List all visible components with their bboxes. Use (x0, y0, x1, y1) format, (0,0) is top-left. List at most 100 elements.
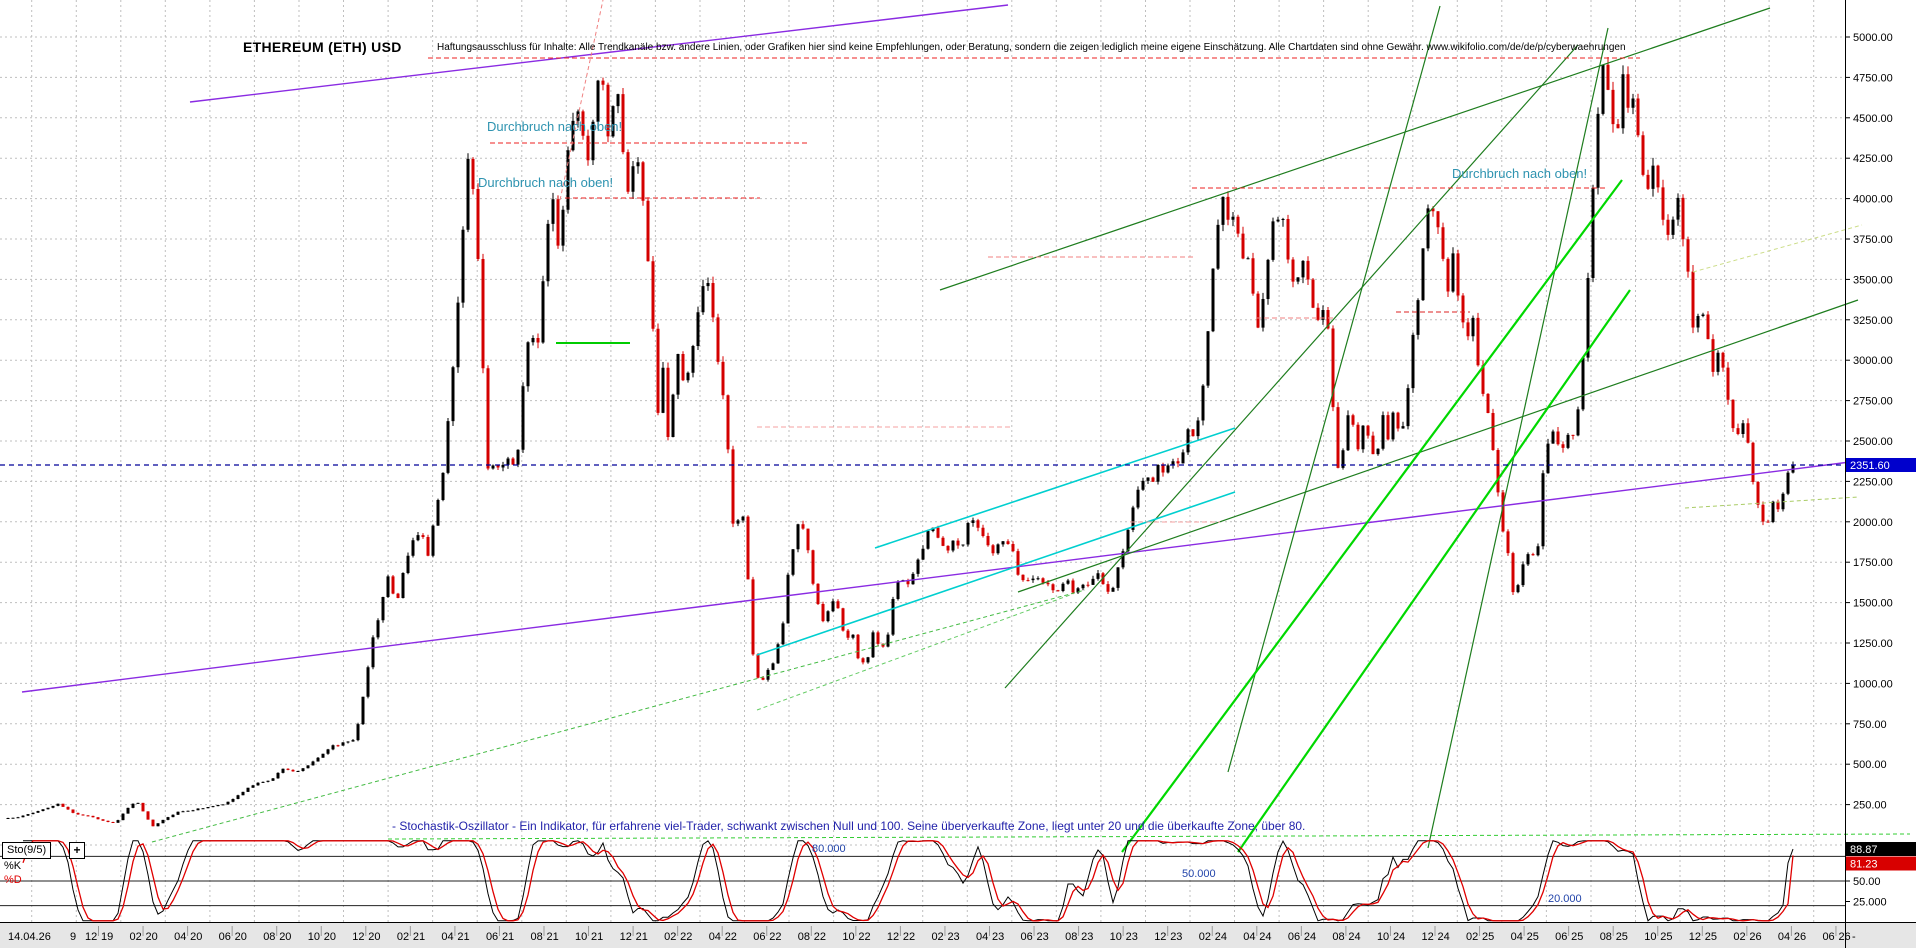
x-axis-year-label: 22 (680, 931, 692, 943)
y-axis-label: 4750.00 (1853, 72, 1893, 84)
y-axis-label: 1750.00 (1853, 557, 1893, 569)
x-axis-month-label: 06 (1555, 931, 1567, 943)
y-axis-label: 1250.00 (1853, 638, 1893, 650)
x-axis-month-label: 02 (1733, 931, 1745, 943)
x-axis-month-label: 10 (1644, 931, 1656, 943)
y-axis-label: 4250.00 (1853, 153, 1893, 165)
x-axis-year-label: 21 (502, 931, 514, 943)
x-axis-year-label: 25 (1705, 931, 1717, 943)
x-axis-month-label: 04 (441, 931, 453, 943)
trend-line-7 (1121, 179, 1623, 853)
y-axis-label: 5000.00 (1853, 32, 1893, 44)
x-axis-year-label: 24 (1438, 931, 1450, 943)
x-axis-month-label: 10 (575, 931, 587, 943)
x-axis-month-label: 04 (1243, 931, 1255, 943)
x-axis-year-label: 24 (1348, 931, 1360, 943)
x-axis-month-label: 08 (531, 931, 543, 943)
trend-line-2 (939, 7, 1771, 291)
x-axis-year-label: 24 (1259, 931, 1271, 943)
trend-line-4 (1017, 299, 1859, 593)
x-axis-month-label: 10 (1110, 931, 1122, 943)
x-axis-year-label: 23 (1081, 931, 1093, 943)
y-axis-label: 250.00 (1853, 800, 1887, 812)
trend-line-13 (756, 594, 1071, 711)
x-axis-month-label: 12 (1422, 931, 1434, 943)
grid-lines (0, 0, 1845, 922)
x-axis-label: 9 (70, 931, 76, 943)
x-axis-month-label: 02 (931, 931, 943, 943)
x-axis-year-label: 24 (1215, 931, 1227, 943)
x-axis-month-label: 12 (620, 931, 632, 943)
x-axis-year-label: 22 (903, 931, 915, 943)
x-axis-year-label: 23 (1037, 931, 1049, 943)
breakout-annotation-1: Durchbruch nach oben! (487, 119, 623, 134)
y-axis-label: 2500.00 (1853, 436, 1893, 448)
y-axis-label: 4500.00 (1853, 113, 1893, 125)
x-axis-year-label: 20 (190, 931, 202, 943)
x-axis-year-label: 23 (1170, 931, 1182, 943)
x-axis-month-label: 06 (219, 931, 231, 943)
x-axis-year-label: 20 (235, 931, 247, 943)
x-axis-year-label: 22 (814, 931, 826, 943)
x-axis-month-label: 12 (1154, 931, 1166, 943)
y-axis-label: 1000.00 (1853, 678, 1893, 690)
x-axis-month-label: 02 (664, 931, 676, 943)
current-price-tag: 2351.60 (1850, 460, 1890, 472)
x-axis-month-label: 12 (887, 931, 899, 943)
current-price-tag-bg (1846, 458, 1916, 472)
trend-line-10 (874, 427, 1236, 549)
x-axis-month-label: 06 (486, 931, 498, 943)
y-axis-label: 3750.00 (1853, 234, 1893, 246)
x-axis-month-label: 06 (1822, 931, 1834, 943)
x-axis-month-label: 12 (352, 931, 364, 943)
stoch-d-value-tag: 81.23 (1850, 859, 1878, 871)
y-axis-label: 3250.00 (1853, 315, 1893, 327)
trend-line-16 (387, 833, 1911, 840)
stoch-level-label: 20.000 (1548, 893, 1582, 905)
x-axis-year-label: 23 (992, 931, 1004, 943)
x-axis-band (0, 923, 1916, 948)
trend-line-8 (1237, 289, 1631, 853)
stoch-k-value-tag-bg (1846, 842, 1916, 856)
y-axis-label: 3500.00 (1853, 274, 1893, 286)
x-axis-year-label: 20 (146, 931, 158, 943)
chart-title: ETHEREUM (ETH) USD (243, 39, 402, 55)
x-axis-year-label: 19 (101, 931, 113, 943)
stoch-d-label: %D (4, 874, 22, 886)
indicator-expand-button[interactable]: + (69, 842, 85, 859)
x-axis-year-label: 21 (591, 931, 603, 943)
x-axis-year-label: 25 (1571, 931, 1583, 943)
x-axis-month-label: 10 (308, 931, 320, 943)
x-axis-year-label: 21 (457, 931, 469, 943)
x-axis-year-label: 25 (1660, 931, 1672, 943)
x-axis-month-label: 04 (976, 931, 988, 943)
stoch-level-label: 80.000 (812, 843, 846, 855)
oscillator-description: - Stochastik-Oszillator - Ein Indikator,… (392, 819, 1306, 833)
stochastic-indicator-button[interactable]: Sto(9/5) (2, 842, 52, 859)
x-axis-month-label: 12 (1689, 931, 1701, 943)
stoch-axis-label: 25.000 (1853, 897, 1887, 909)
stoch-d-value-tag-bg (1846, 856, 1916, 871)
x-axis-year-label: 26 (1749, 931, 1761, 943)
x-axis-year-label: 26 (1838, 931, 1850, 943)
x-axis-month-label: 08 (263, 931, 275, 943)
trend-line-0 (189, 4, 1009, 103)
x-axis-month-label: 04 (1778, 931, 1790, 943)
x-axis-month-label: 08 (1332, 931, 1344, 943)
x-axis-month-label: 02 (397, 931, 409, 943)
y-axis-label: 500.00 (1853, 759, 1887, 771)
x-axis-year-label: 24 (1304, 931, 1316, 943)
x-axis-month-label: 08 (798, 931, 810, 943)
x-axis-month-label: 10 (1377, 931, 1389, 943)
y-axis-label: 4000.00 (1853, 194, 1893, 206)
x-axis-month-label: 12 (85, 931, 97, 943)
x-axis-month-label: 06 (1021, 931, 1033, 943)
trend-line-14 (1684, 496, 1859, 509)
x-axis-year-label: 20 (279, 931, 291, 943)
y-axis-label: 750.00 (1853, 719, 1887, 731)
disclaimer-text: Haftungsausschluss für Inhalte: Alle Tre… (437, 42, 1626, 53)
x-axis-year-label: 20 (324, 931, 336, 943)
x-axis-year-label: 22 (858, 931, 870, 943)
x-axis-date-label: 14.04.26 (8, 931, 51, 943)
